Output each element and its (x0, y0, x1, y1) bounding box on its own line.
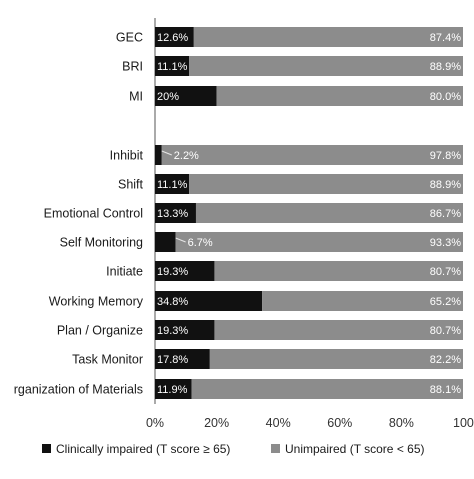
data-label-impaired: 17.8% (157, 354, 188, 366)
data-label-impaired: 13.3% (157, 208, 188, 220)
bar-segment-unimpaired (209, 349, 463, 369)
bar-segment-unimpaired (189, 174, 464, 194)
bar-segment-impaired (155, 379, 192, 399)
x-tick-label: 40% (266, 416, 291, 430)
data-label-impaired: 6.7% (188, 237, 213, 249)
data-label-impaired: 19.3% (157, 325, 188, 337)
bar-segment-unimpaired (216, 86, 463, 106)
legend-swatch-unimpaired (271, 444, 280, 453)
data-label-impaired: 12.6% (157, 32, 188, 44)
category-label: Initiate (106, 265, 143, 279)
bar-segment-impaired (155, 203, 196, 223)
bar-segment-unimpaired (193, 27, 464, 47)
data-label-unimpaired: 97.8% (430, 150, 461, 162)
x-tick-label: 20% (204, 416, 229, 430)
bar-segment-impaired (155, 145, 162, 165)
data-label-impaired: 11.1% (157, 179, 188, 191)
bar-segment-unimpaired (161, 145, 463, 165)
data-label-unimpaired: 88.1% (430, 384, 461, 396)
bar-segment-unimpaired (262, 291, 463, 311)
category-label: MI (129, 90, 143, 104)
category-label: Working Memory (49, 295, 144, 309)
data-label-unimpaired: 88.9% (430, 61, 461, 73)
bar-segment-unimpaired (214, 320, 463, 340)
category-label: Plan / Organize (57, 324, 143, 338)
data-label-unimpaired: 80.7% (430, 325, 461, 337)
category-label: rganization of Materials (14, 383, 143, 397)
data-label-unimpaired: 87.4% (430, 32, 461, 44)
bar-segment-impaired (155, 86, 217, 106)
bar-segment-unimpaired (175, 232, 464, 252)
category-label: Task Monitor (72, 353, 143, 367)
data-label-unimpaired: 82.2% (430, 354, 461, 366)
category-label: Inhibit (110, 149, 144, 163)
data-label-impaired: 2.2% (174, 150, 199, 162)
data-label-unimpaired: 80.0% (430, 91, 461, 103)
category-label: Self Monitoring (60, 236, 143, 250)
bar-segment-unimpaired (189, 56, 464, 76)
x-tick-label: 0% (146, 416, 164, 430)
bar-segment-impaired (155, 174, 190, 194)
legend-label-unimpaired: Unimpaired (T score < 65) (285, 442, 425, 456)
legend-swatch-impaired (42, 444, 51, 453)
bar-segment-impaired (155, 291, 263, 311)
data-label-unimpaired: 86.7% (430, 208, 461, 220)
category-label: Emotional Control (44, 207, 143, 221)
x-tick-label: 80% (389, 416, 414, 430)
bar-segment-impaired (155, 320, 215, 340)
bar-segment-unimpaired (195, 203, 464, 223)
data-label-leader (175, 237, 186, 243)
data-label-impaired: 11.9% (157, 384, 188, 396)
x-tick-label: 100 (453, 416, 474, 430)
category-label: GEC (116, 31, 143, 45)
data-label-unimpaired: 88.9% (430, 179, 461, 191)
data-label-impaired: 20% (157, 91, 179, 103)
bar-segment-unimpaired (214, 261, 463, 281)
x-tick-label: 60% (327, 416, 352, 430)
data-label-impaired: 34.8% (157, 296, 188, 308)
bar-segment-impaired (155, 232, 176, 252)
data-label-impaired: 11.1% (157, 61, 188, 73)
data-label-leader (161, 150, 172, 156)
data-label-unimpaired: 80.7% (430, 266, 461, 278)
bar-segment-impaired (155, 56, 190, 76)
bar-segment-impaired (155, 349, 210, 369)
bar-segment-impaired (155, 261, 215, 281)
bar-segment-impaired (155, 27, 194, 47)
category-label: Shift (118, 178, 144, 192)
data-label-impaired: 19.3% (157, 266, 188, 278)
category-label: BRI (122, 60, 143, 74)
data-label-unimpaired: 93.3% (430, 237, 461, 249)
bar-segment-unimpaired (191, 379, 464, 399)
data-label-unimpaired: 65.2% (430, 296, 461, 308)
legend-label-impaired: Clinically impaired (T score ≥ 65) (56, 442, 230, 456)
